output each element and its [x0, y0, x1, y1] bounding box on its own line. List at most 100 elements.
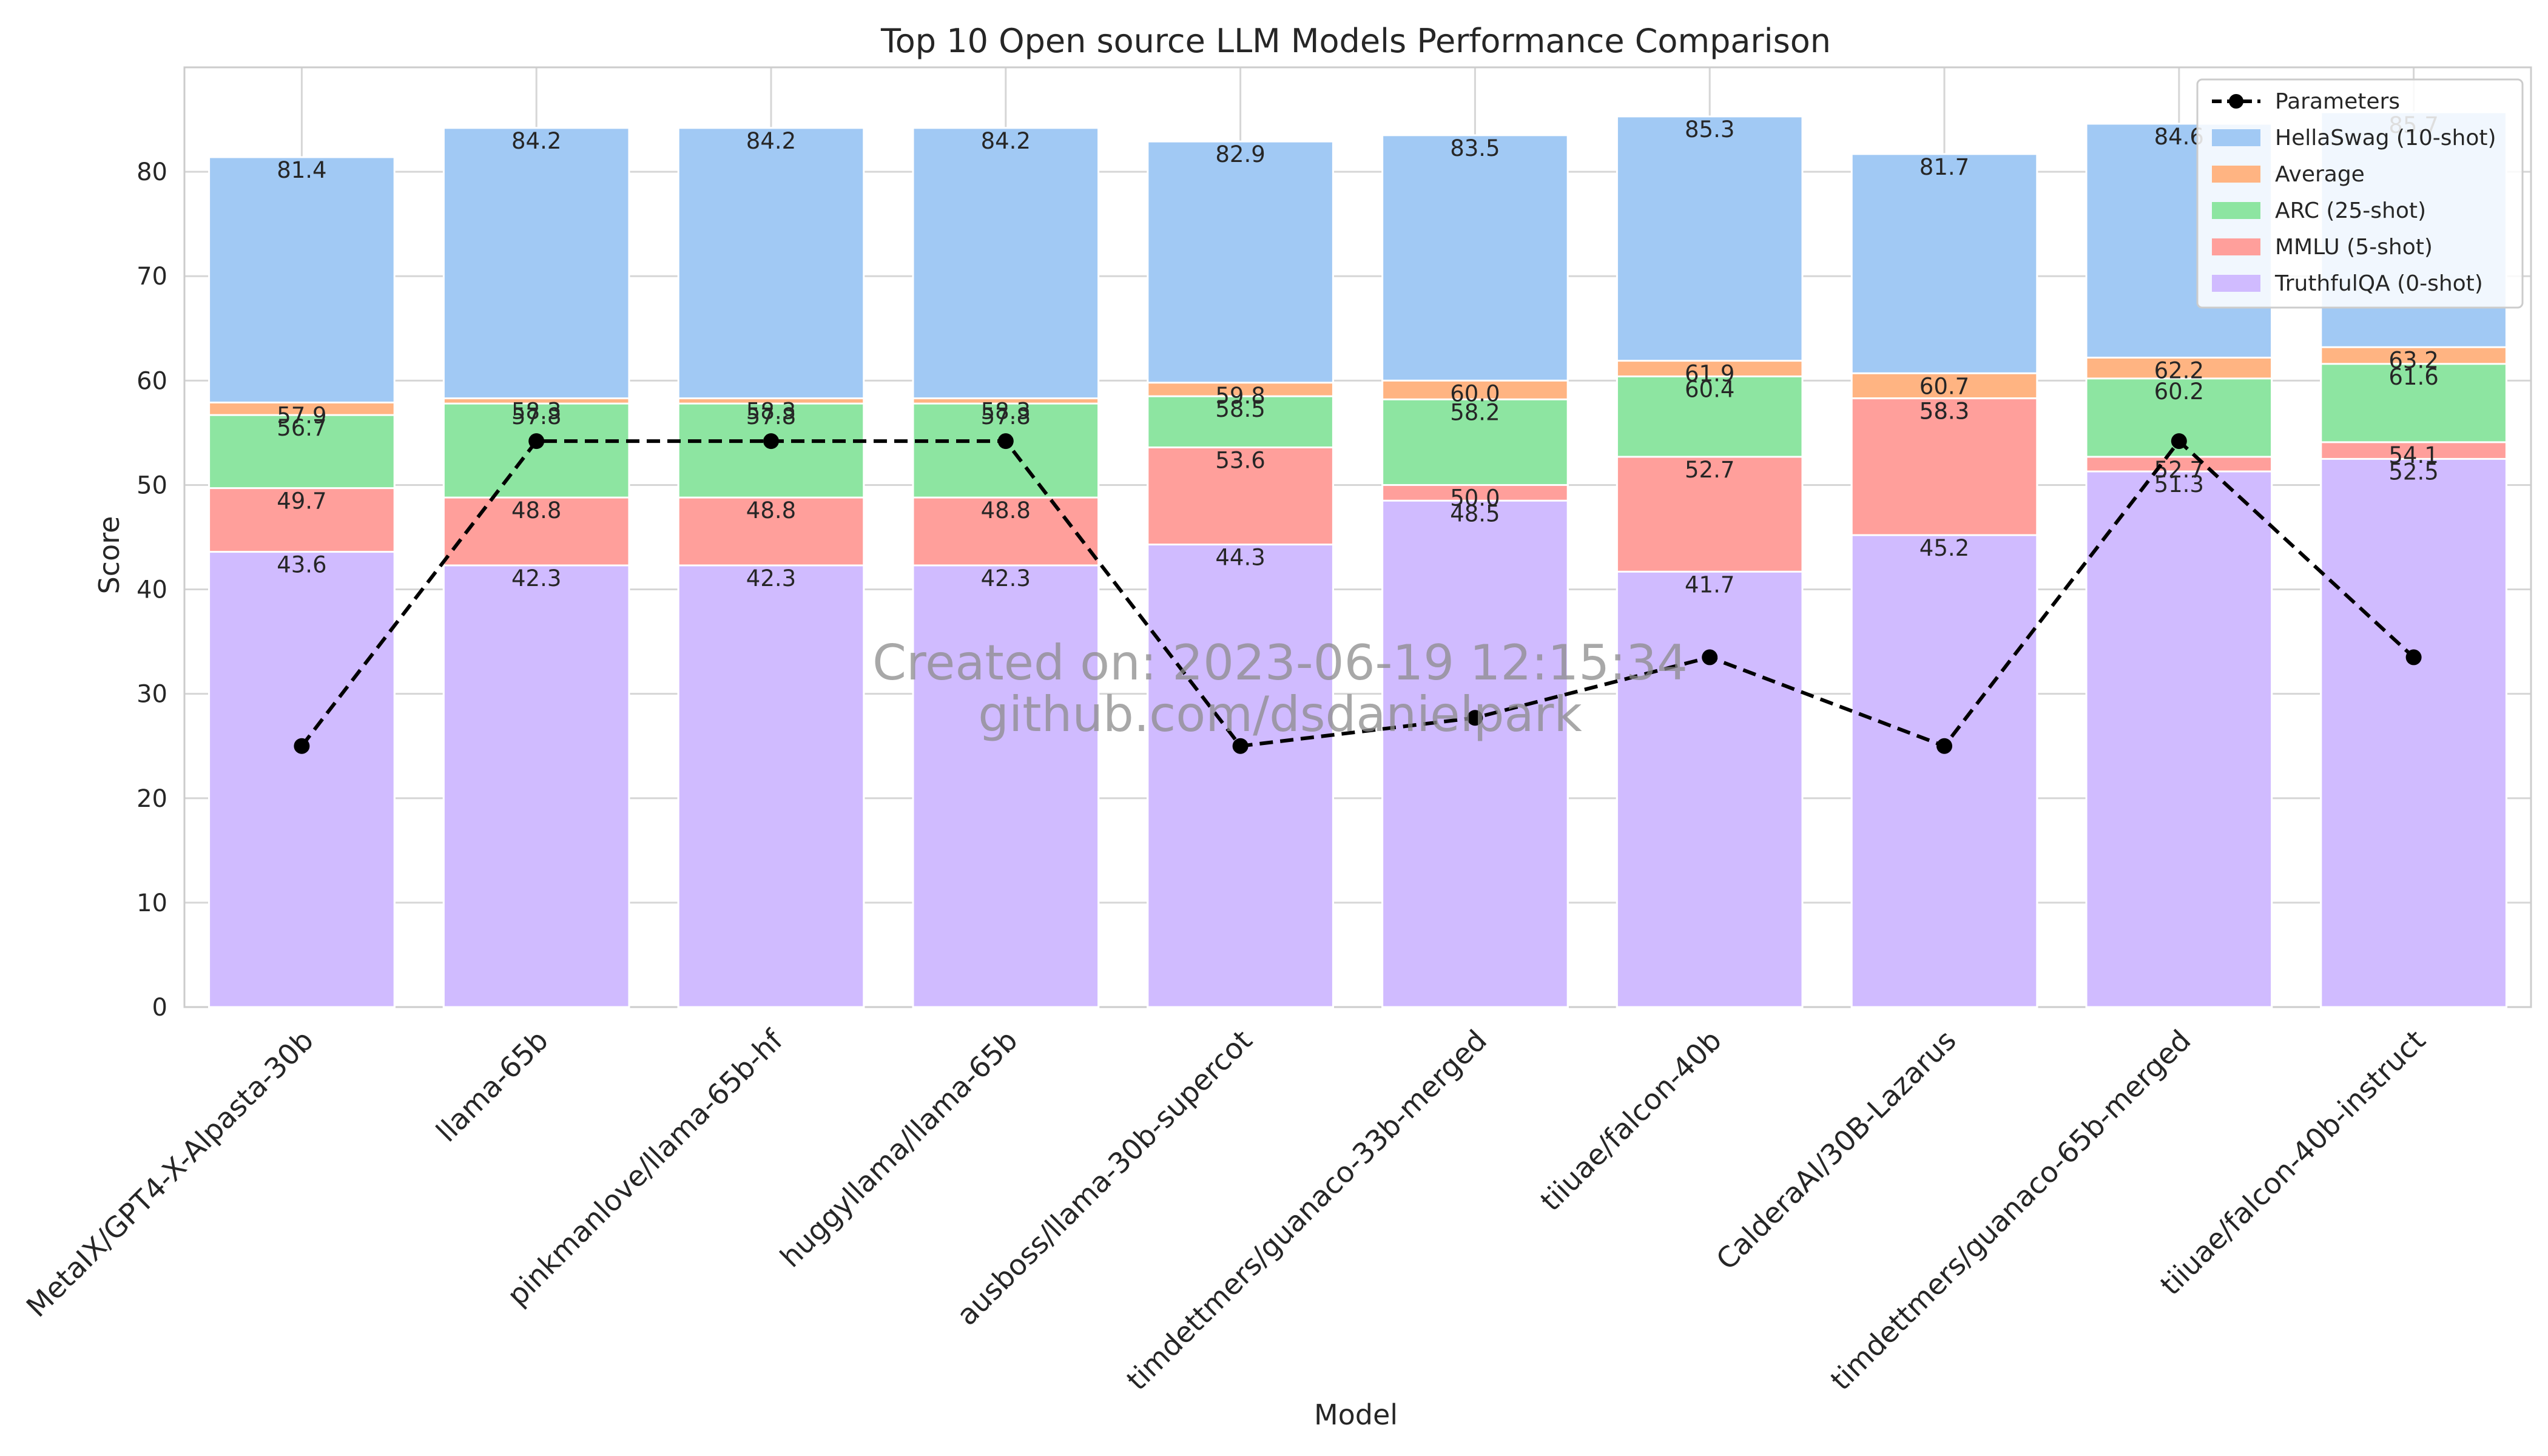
legend-swatch-arc-25-shot — [2212, 202, 2260, 219]
data-label-truthfulqa-0-shot: 42.3 — [981, 565, 1031, 592]
data-label-average: 60.7 — [1919, 373, 1969, 399]
data-label-truthfulqa-0-shot: 44.3 — [1215, 545, 1265, 571]
data-label-hellaswag-10-shot: 85.3 — [1685, 116, 1734, 143]
bar-truthfulqa-0-shot — [2320, 457, 2507, 1008]
bar-truthfulqa-0-shot — [1616, 570, 1804, 1008]
legend-label-mmlu-5-shot: MMLU (5-shot) — [2275, 235, 2433, 260]
data-label-truthfulqa-0-shot: 52.5 — [2388, 459, 2438, 485]
data-label-average: 61.9 — [1685, 361, 1734, 387]
data-label-arc-25-shot: 60.2 — [2154, 379, 2204, 405]
y-tick-label: 30 — [136, 681, 167, 709]
data-label-arc-25-shot: 61.6 — [2388, 364, 2438, 390]
data-label-hellaswag-10-shot: 84.6 — [2154, 124, 2204, 150]
watermark-created-on: Created on: 2023-06-19 12:15:34 — [872, 635, 1688, 691]
data-label-truthfulqa-0-shot: 41.7 — [1685, 571, 1734, 598]
y-tick-label: 40 — [136, 576, 167, 604]
legend-label-hellaswag-10-shot: HellaSwag (10-shot) — [2275, 126, 2496, 150]
data-label-mmlu-5-shot: 54.1 — [2388, 442, 2438, 468]
data-label-average: 62.2 — [2154, 357, 2204, 383]
legend-label-arc-25-shot: ARC (25-shot) — [2275, 198, 2426, 223]
data-label-average: 58.3 — [981, 399, 1031, 425]
bar-truthfulqa-0-shot — [1147, 544, 1334, 1008]
bar-truthfulqa-0-shot — [442, 564, 630, 1008]
parameters-marker — [528, 433, 545, 450]
y-tick-label: 80 — [136, 158, 167, 186]
y-tick-label: 0 — [152, 994, 167, 1022]
data-label-average: 63.2 — [2388, 347, 2438, 373]
data-label-arc-25-shot: 58.2 — [1450, 399, 1500, 425]
data-label-truthfulqa-0-shot: 43.6 — [277, 552, 326, 578]
data-label-mmlu-5-shot: 48.8 — [511, 497, 561, 524]
data-label-mmlu-5-shot: 53.6 — [1215, 447, 1265, 473]
data-label-truthfulqa-0-shot: 48.5 — [1450, 500, 1500, 527]
data-label-truthfulqa-0-shot: 42.3 — [511, 565, 561, 592]
parameters-marker — [1467, 710, 1483, 726]
bar-truthfulqa-0-shot — [912, 564, 1100, 1008]
data-label-arc-25-shot: 56.7 — [277, 415, 326, 441]
legend-swatch-mmlu-5-shot — [2212, 238, 2260, 255]
x-axis-label: Model — [1314, 1398, 1398, 1431]
legend-swatch-truthfulqa-0-shot — [2212, 275, 2260, 292]
parameters-marker — [2171, 433, 2187, 450]
data-label-mmlu-5-shot: 52.7 — [2154, 457, 2204, 483]
bar-truthfulqa-0-shot — [1850, 534, 2038, 1008]
parameters-line — [300, 438, 2415, 749]
data-label-arc-25-shot: 60.4 — [1685, 376, 1734, 402]
data-label-hellaswag-10-shot: 84.2 — [981, 128, 1031, 154]
data-label-truthfulqa-0-shot: 51.3 — [2154, 471, 2204, 497]
data-label-average: 58.3 — [511, 399, 561, 425]
data-label-hellaswag-10-shot: 82.9 — [1215, 141, 1265, 167]
data-label-arc-25-shot: 58.3 — [1919, 399, 1969, 425]
bar-truthfulqa-0-shot — [208, 551, 396, 1008]
parameters-marker — [763, 433, 779, 450]
data-label-arc-25-shot: 57.8 — [511, 403, 561, 430]
bar-truthfulqa-0-shot — [1381, 499, 1569, 1008]
legend-label-truthfulqa-0-shot: TruthfulQA (0-shot) — [2274, 271, 2483, 296]
parameters-line-layer — [294, 433, 2422, 754]
y-tick-label: 20 — [136, 785, 167, 813]
parameters-marker — [1232, 738, 1249, 754]
data-label-truthfulqa-0-shot: 45.2 — [1919, 535, 1969, 561]
parameters-marker — [2405, 649, 2422, 666]
data-label-hellaswag-10-shot: 83.5 — [1450, 135, 1500, 161]
legend-box — [2196, 78, 2524, 309]
legend-marker-parameters — [2229, 94, 2243, 109]
bar-truthfulqa-0-shot — [2085, 470, 2273, 1008]
parameters-marker — [997, 433, 1014, 450]
bar-truthfulqa-0-shot — [677, 564, 865, 1008]
data-label-mmlu-5-shot: 58.3 — [1919, 399, 1969, 425]
data-label-hellaswag-10-shot: 84.2 — [511, 128, 561, 154]
data-label-hellaswag-10-shot: 84.2 — [746, 128, 796, 154]
data-label-hellaswag-10-shot: 81.4 — [277, 157, 326, 183]
data-label-average: 57.9 — [277, 402, 326, 428]
legend: Parameters HellaSwag (10-shot) Average ARC … — [2196, 78, 2524, 309]
parameters-marker — [1936, 738, 1952, 754]
watermark-github: github.com/dsdanielpark — [978, 686, 1582, 743]
y-tick-label: 60 — [136, 367, 167, 395]
data-label-mmlu-5-shot: 50.0 — [1450, 485, 1500, 511]
data-label-average: 58.3 — [746, 399, 796, 425]
data-label-arc-25-shot: 57.8 — [746, 403, 796, 430]
parameters-marker — [294, 738, 310, 754]
y-tick-label: 70 — [136, 263, 167, 291]
data-label-mmlu-5-shot: 48.8 — [981, 497, 1031, 524]
legend-swatch-hellaswag-10-shot — [2212, 129, 2260, 146]
legend-label-average: Average — [2275, 162, 2365, 187]
data-label-mmlu-5-shot: 52.7 — [1685, 457, 1734, 483]
data-label-arc-25-shot: 57.8 — [981, 403, 1031, 430]
data-label-average: 59.8 — [1215, 383, 1265, 409]
legend-swatch-average — [2212, 166, 2260, 183]
data-label-truthfulqa-0-shot: 42.3 — [746, 565, 796, 592]
parameters-marker — [1702, 649, 1718, 666]
y-tick-label: 50 — [136, 471, 167, 499]
data-label-mmlu-5-shot: 49.7 — [277, 488, 326, 514]
y-axis-label: Score — [93, 516, 126, 595]
chart-title: Top 10 Open source LLM Models Performanc… — [880, 22, 1831, 60]
data-label-hellaswag-10-shot: 81.7 — [1919, 154, 1969, 180]
legend-label-parameters: Parameters — [2275, 89, 2400, 114]
plot-frame — [183, 66, 2532, 1008]
y-tick-label: 10 — [136, 889, 167, 917]
data-label-average: 60.0 — [1450, 380, 1500, 406]
